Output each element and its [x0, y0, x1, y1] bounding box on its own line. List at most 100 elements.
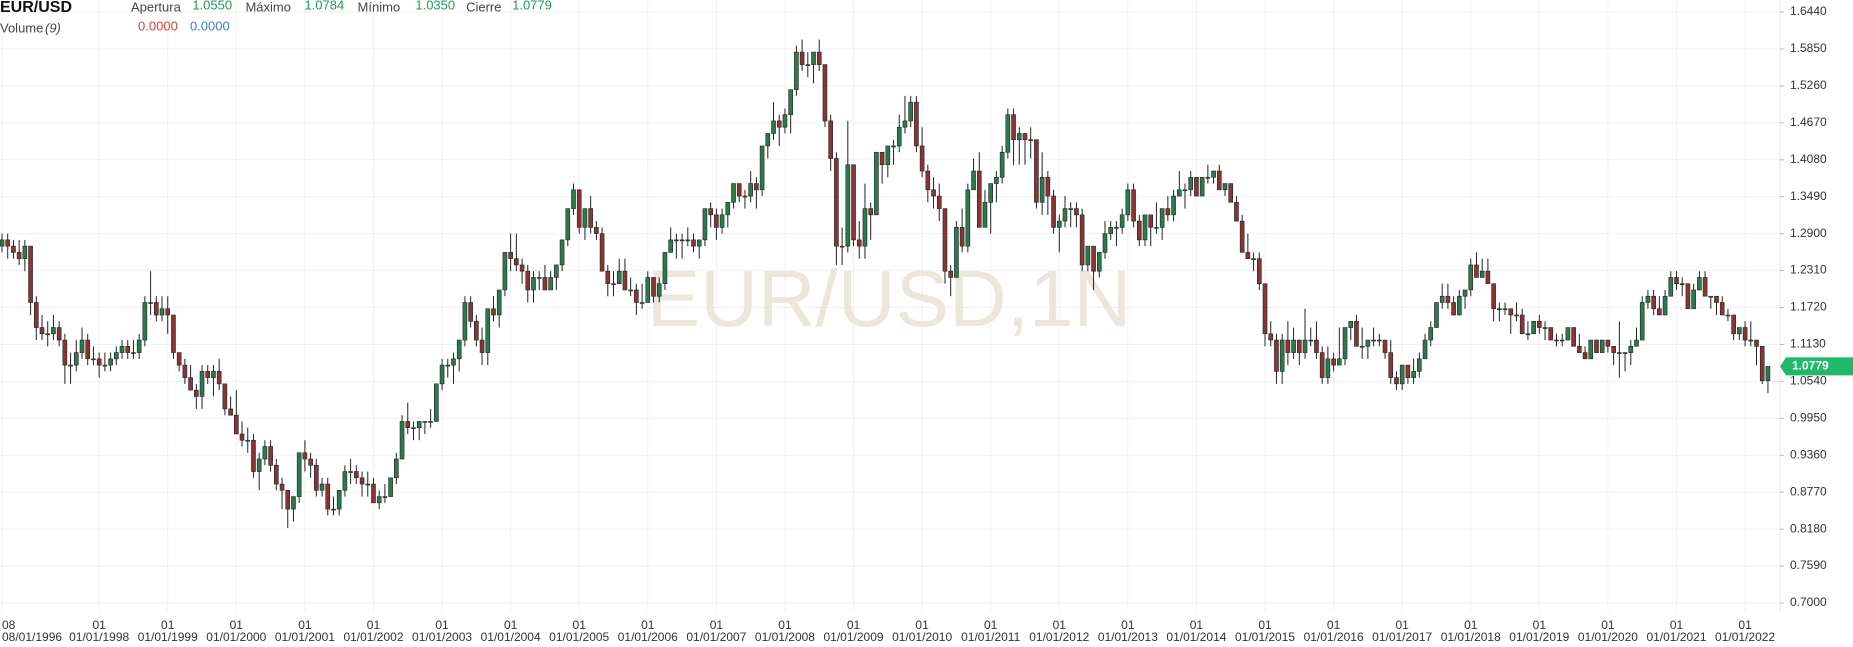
x-tick-day: 01: [161, 618, 175, 632]
candle-body: [805, 64, 811, 66]
candle-body: [1685, 283, 1691, 310]
candle-body: [62, 339, 68, 366]
candle-body: [674, 239, 679, 242]
candle-body: [102, 364, 108, 367]
candle-body: [336, 490, 342, 510]
x-tick-day: 01: [1738, 618, 1752, 632]
candle-body: [1165, 208, 1171, 216]
candle-body: [1262, 283, 1268, 335]
candle-body: [696, 239, 702, 247]
candle-body: [925, 170, 931, 191]
candle-body: [1542, 327, 1548, 329]
candle-body: [948, 270, 953, 278]
candle-body: [914, 101, 919, 147]
candle-body: [1748, 339, 1754, 342]
x-tick-label: 01/01/1998: [69, 630, 129, 644]
candle-body: [234, 414, 239, 435]
candle-body: [91, 358, 96, 361]
candle-body: [251, 439, 256, 472]
candle-body: [1531, 320, 1536, 335]
candle-body: [51, 327, 56, 335]
candle-body: [1445, 295, 1451, 303]
candle-body: [1502, 308, 1508, 311]
x-tick-label: 01/01/2020: [1578, 630, 1638, 644]
ohlc-label: Apertura: [131, 0, 182, 14]
y-tick-label: 1.3490: [1790, 189, 1827, 203]
candle-body: [742, 195, 748, 198]
candle-body: [576, 189, 582, 228]
candle-body: [1011, 114, 1016, 141]
candle-body: [1034, 139, 1039, 203]
x-tick-day: 01: [641, 618, 655, 632]
candle-body: [485, 308, 491, 353]
candle-body: [891, 145, 896, 148]
candle-body: [1257, 258, 1262, 285]
candle-body: [679, 239, 685, 242]
candle-body: [274, 464, 279, 485]
candle-body: [839, 245, 845, 248]
candle-body: [628, 289, 633, 292]
candle-body: [1022, 133, 1028, 141]
candle-body: [1079, 214, 1085, 266]
candle-body: [1148, 214, 1154, 228]
candle-body: [1102, 233, 1108, 253]
candle-body: [1525, 333, 1531, 336]
candle-body: [302, 452, 308, 460]
y-tick-label: 1.5260: [1790, 78, 1827, 92]
candle-body: [1719, 302, 1725, 316]
x-tick-label: 08/01/1996: [2, 630, 62, 644]
candle-body: [1765, 366, 1771, 382]
candle-body: [354, 471, 359, 479]
candle-body: [782, 114, 788, 128]
candle-body: [205, 371, 211, 378]
candle-body: [1405, 364, 1411, 378]
x-tick-day: 01: [573, 618, 587, 632]
candle-body: [456, 339, 462, 360]
candle-body: [1325, 358, 1331, 378]
volume-value: 0.0000: [190, 18, 230, 33]
candle-body: [411, 427, 416, 430]
candle-body: [1136, 220, 1142, 241]
candle-body: [668, 239, 673, 253]
candle-body: [171, 314, 176, 353]
candle-body: [256, 458, 262, 472]
candle-body: [708, 208, 713, 216]
y-tick-label: 1.1720: [1790, 300, 1827, 314]
candle-body: [1451, 302, 1456, 316]
candle-body: [1485, 270, 1491, 285]
candle-body: [771, 120, 776, 134]
candle-body: [1199, 176, 1205, 197]
candle-body: [1216, 170, 1222, 191]
candle-body: [885, 145, 891, 166]
candle-body: [422, 421, 428, 423]
candle-body: [1228, 183, 1234, 203]
candle-body: [1056, 220, 1062, 228]
y-tick-label: 1.2310: [1790, 263, 1827, 277]
candle-body: [108, 358, 113, 366]
candle-body: [1479, 270, 1485, 278]
candle-body: [1462, 289, 1468, 297]
candle-body: [1537, 320, 1542, 328]
candle-body: [296, 452, 302, 497]
candle-body: [514, 258, 519, 266]
candle-body: [1268, 333, 1274, 341]
candle-body: [1491, 283, 1496, 310]
candle-body: [1714, 295, 1719, 303]
x-tick-day: 01: [1258, 618, 1272, 632]
candle-body: [565, 208, 571, 241]
candle-body: [165, 308, 171, 316]
candle-body: [1422, 339, 1428, 360]
ohlc-label: Máximo: [245, 0, 291, 14]
candle-body: [222, 383, 228, 410]
x-tick-day: 01: [984, 618, 998, 632]
candle-body: [965, 189, 971, 247]
candle-body: [239, 433, 245, 441]
candle-body: [794, 51, 799, 90]
candle-body: [942, 208, 948, 272]
candle-body: [1399, 364, 1405, 385]
candle-body: [1251, 258, 1256, 260]
candle-body: [359, 477, 365, 485]
candle-body: [1548, 327, 1554, 341]
y-tick-label: 1.5850: [1790, 41, 1827, 55]
candle-body: [1359, 346, 1365, 348]
